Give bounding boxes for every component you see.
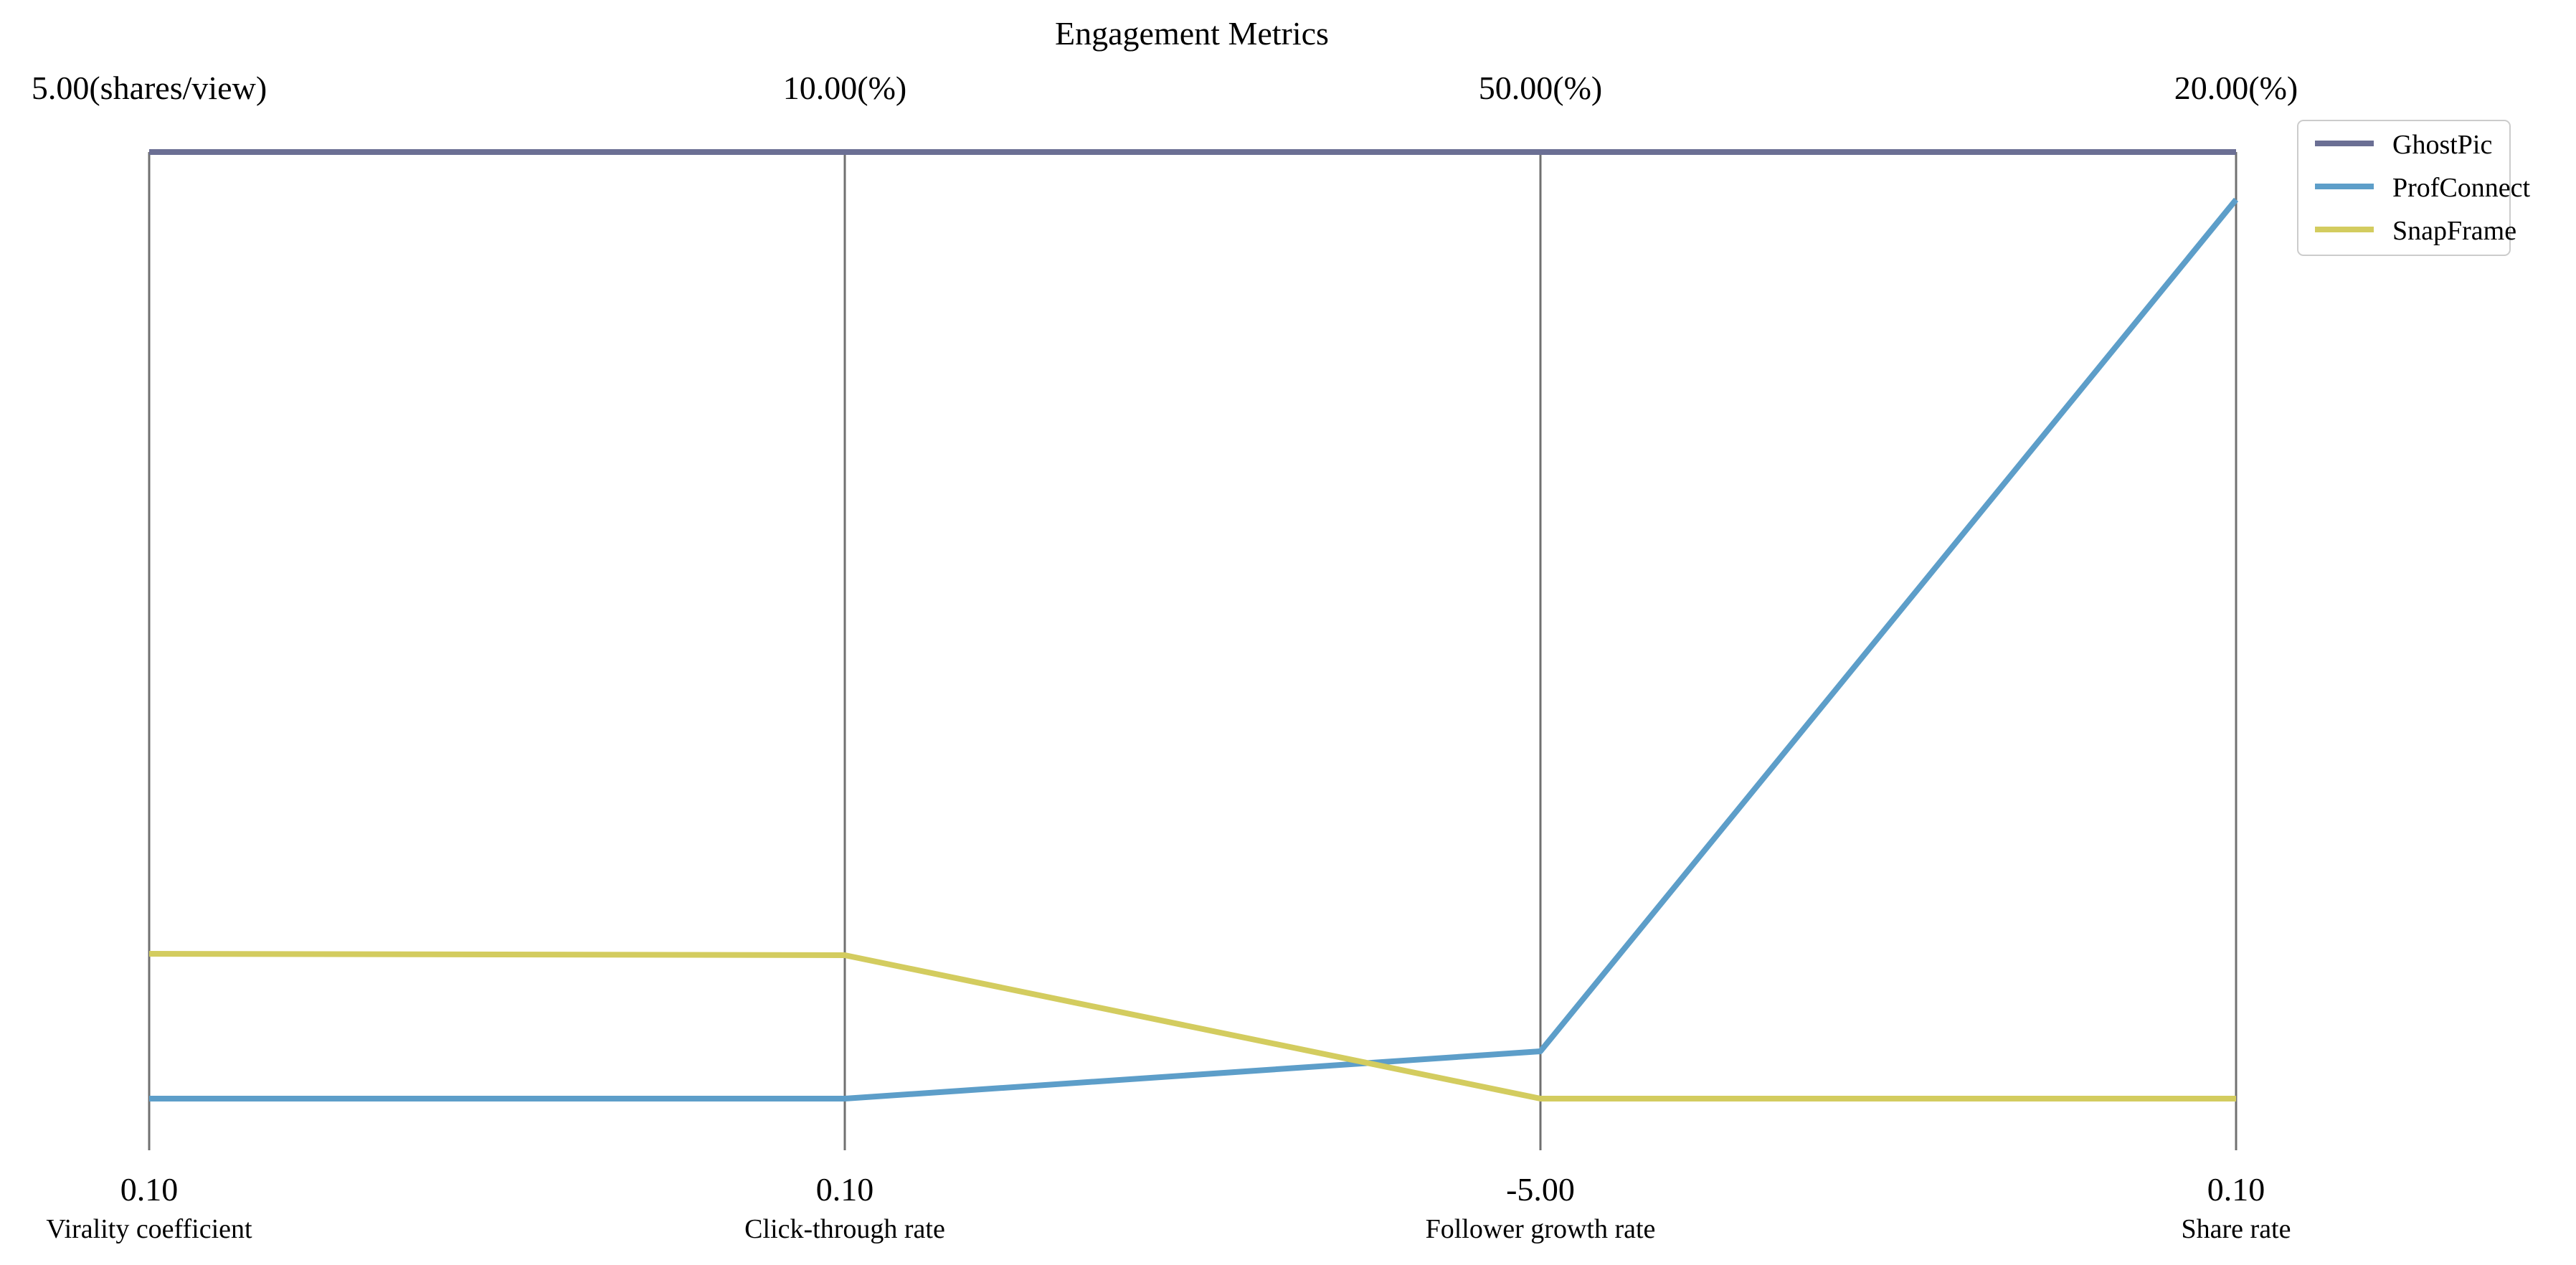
axis-name: Follower growth rate bbox=[1426, 1214, 1656, 1244]
series-line-snapframe bbox=[148, 951, 2236, 1101]
chart-title: Engagement Metrics bbox=[1055, 15, 1329, 52]
legend: GhostPic ProfConnect SnapFrame bbox=[2297, 120, 2531, 256]
axis-name: Virality coefficient bbox=[46, 1214, 252, 1244]
axes-layer: 5.00(shares/view) 0.10 Virality coefficien… bbox=[32, 70, 2298, 1244]
legend-frame bbox=[2297, 120, 2511, 256]
axis-max-label: 5.00(shares/view) bbox=[32, 70, 267, 106]
axis-min-label: 0.10 bbox=[816, 1171, 874, 1208]
axis-max-label: 50.00(%) bbox=[1479, 70, 1602, 106]
axis-min-label: 0.10 bbox=[120, 1171, 179, 1208]
series-line-profconnect bbox=[149, 197, 2239, 1101]
legend-entry: ProfConnect bbox=[2392, 173, 2531, 203]
legend-entry: GhostPic bbox=[2392, 130, 2492, 160]
axis-max-label: 10.00(%) bbox=[783, 70, 906, 106]
legend-entry: SnapFrame bbox=[2392, 216, 2516, 246]
axis-min-label: -5.00 bbox=[1506, 1171, 1575, 1208]
axis-name: Click-through rate bbox=[744, 1214, 945, 1244]
axis-name: Share rate bbox=[2182, 1214, 2291, 1244]
axis-min-label: 0.10 bbox=[2207, 1171, 2265, 1208]
axis-max-label: 20.00(%) bbox=[2174, 70, 2298, 106]
series-layer bbox=[148, 149, 2239, 1101]
